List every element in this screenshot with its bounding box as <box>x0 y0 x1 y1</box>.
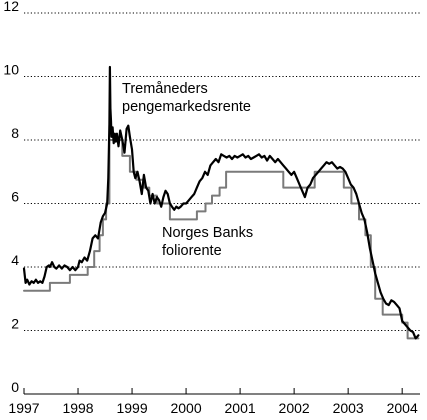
annotation-foliorente-line-1: Norges Banks <box>162 225 253 241</box>
y-tick-label: 2 <box>11 316 19 332</box>
axes <box>23 388 420 395</box>
annotation-tremaneders-line-2: pengemarkedsrente <box>122 99 251 115</box>
y-tick-labels: 0 2 4 6 8 10 12 <box>3 0 19 395</box>
y-tick-label: 0 <box>11 379 19 395</box>
series-lines <box>22 65 420 340</box>
x-tick-labels: 1997 1998 1999 2000 2001 2002 2003 2004 <box>8 400 418 416</box>
y-tick-label: 10 <box>3 62 19 78</box>
x-tick-label: 1998 <box>62 400 93 416</box>
y-tick-label: 12 <box>3 0 19 14</box>
series-line-foliorente <box>23 139 420 340</box>
y-tick-label: 8 <box>11 125 19 141</box>
x-tick-label: 2001 <box>225 400 256 416</box>
y-tick-label: 6 <box>11 189 19 205</box>
x-tick-label: 2004 <box>387 400 418 416</box>
x-tick-label: 2002 <box>279 400 310 416</box>
annotations: Tremåneders pengemarkedsrente Norges Ban… <box>122 81 253 259</box>
annotation-tremaneders-line-1: Tremåneders <box>122 81 208 97</box>
series-line-tremaneders <box>22 65 420 340</box>
x-tick-label: 2000 <box>170 400 201 416</box>
y-tick-label: 4 <box>11 252 19 268</box>
gridlines <box>24 12 420 331</box>
x-tick-label: 1997 <box>8 400 39 416</box>
annotation-foliorente-line-2: foliorente <box>162 243 222 259</box>
x-tick-label: 1999 <box>116 400 147 416</box>
x-tick-label: 2003 <box>333 400 364 416</box>
